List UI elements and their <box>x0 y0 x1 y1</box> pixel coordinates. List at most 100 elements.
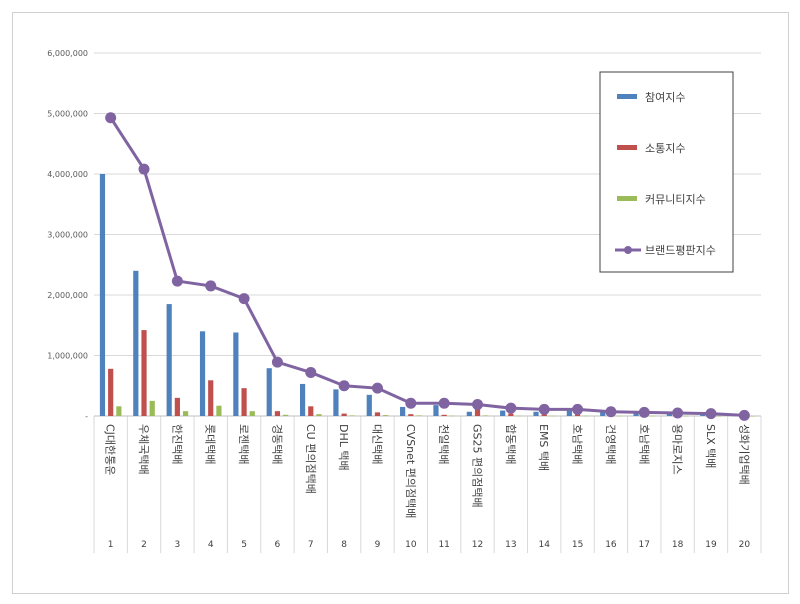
rank-label: 12 <box>472 540 483 550</box>
y-tick-label: 3,000,000 <box>47 231 88 240</box>
legend-box <box>599 71 734 273</box>
rank-label: 13 <box>505 540 516 550</box>
bar-3 <box>583 415 589 417</box>
bar-3 <box>216 405 222 416</box>
reputation-point <box>438 397 450 409</box>
bar-1 <box>266 368 272 416</box>
category-label: DHL 택배 <box>337 424 350 471</box>
bar-1 <box>466 411 472 416</box>
bar-3 <box>616 415 622 417</box>
bar-2 <box>441 414 447 416</box>
legend-label: 소통지수 <box>645 142 685 155</box>
bar-3 <box>116 406 122 416</box>
bar-2 <box>474 408 481 416</box>
reputation-point <box>572 403 584 415</box>
rank-label: 5 <box>241 540 247 550</box>
bar-3 <box>283 414 289 416</box>
reputation-point <box>638 406 650 418</box>
reputation-point <box>605 406 617 418</box>
legend-swatch <box>617 196 637 201</box>
bar-1 <box>333 389 339 416</box>
bar-3 <box>683 415 689 417</box>
reputation-point <box>405 397 417 409</box>
bar-3 <box>316 414 322 416</box>
bar-3 <box>483 415 489 416</box>
reputation-point <box>305 366 317 378</box>
bar-2 <box>308 406 314 416</box>
bar-2 <box>341 413 347 416</box>
bar-1 <box>199 331 206 416</box>
reputation-point <box>371 382 383 394</box>
legend-swatch <box>617 145 637 150</box>
rank-label: 15 <box>572 540 583 550</box>
bar-2 <box>541 414 547 416</box>
reputation-point <box>672 407 684 419</box>
category-label: 로젠택배 <box>237 424 250 464</box>
category-label: 대신택배 <box>370 424 383 464</box>
rank-label: 9 <box>375 540 381 550</box>
reputation-line <box>109 116 745 417</box>
reputation-point <box>171 275 183 287</box>
category-label: CU 편의점택배 <box>304 424 317 494</box>
bar-2 <box>274 411 281 416</box>
category-label: SLX 택배 <box>704 424 717 468</box>
bar-2 <box>374 412 381 416</box>
bar-3 <box>416 415 422 416</box>
category-label: 호남택배 <box>571 424 584 464</box>
rank-label: 7 <box>308 540 314 550</box>
bar-1 <box>166 304 172 416</box>
y-tick-label: 4,000,000 <box>47 170 88 179</box>
bar-3 <box>182 411 189 416</box>
reputation-point <box>271 356 283 368</box>
bar-3 <box>549 415 556 417</box>
rank-label: 19 <box>705 540 717 550</box>
category-label: 경동택배 <box>270 424 283 464</box>
bar-1 <box>299 383 306 416</box>
reputation-point <box>138 163 150 175</box>
category-label: 용마로지스 <box>671 424 684 475</box>
rank-label: 2 <box>141 540 147 550</box>
legend-swatch-marker <box>624 246 632 254</box>
bar-3 <box>349 415 355 416</box>
rank-label: 8 <box>341 540 347 550</box>
legend-swatch <box>617 94 637 99</box>
y-tick-label: 2,000,000 <box>47 291 88 300</box>
bar-2 <box>574 414 581 416</box>
category-label: 롯데택배 <box>204 424 217 464</box>
legend-label: 참여지수 <box>645 91 685 104</box>
bar-2 <box>141 330 147 416</box>
reputation-point <box>338 380 350 392</box>
category-label: 천일택배 <box>437 424 451 464</box>
bar-1 <box>99 174 106 416</box>
legend-label: 커뮤니티지수 <box>645 193 706 206</box>
category-label: 우체국택배 <box>137 424 150 475</box>
reputation-point <box>205 280 217 292</box>
category-label: GS25 편의점택배 <box>471 424 484 508</box>
bar-1 <box>400 406 406 416</box>
rank-label: 17 <box>639 540 650 550</box>
reputation-point <box>472 399 484 411</box>
category-label: 호남택배 <box>637 424 650 464</box>
bar-3 <box>149 400 155 416</box>
chart-frame: 6,000,000 5,000,000 4,000,000 3,000,000 2,00… <box>12 12 789 594</box>
bar-1 <box>566 410 572 416</box>
rank-label: 16 <box>605 540 617 550</box>
bar-2 <box>508 413 514 416</box>
reputation-point <box>105 112 117 124</box>
category-label: CJ대한통운 <box>104 424 117 475</box>
rank-label: 3 <box>175 540 181 550</box>
reputation-point <box>505 402 517 414</box>
category-label: 성화기업택배 <box>737 424 750 485</box>
legend-label: 브랜드평판지수 <box>645 244 716 257</box>
bar-3 <box>749 415 756 417</box>
bar-3 <box>449 415 455 417</box>
bar-1 <box>366 394 372 416</box>
bar-1 <box>600 412 606 416</box>
bar-3 <box>716 415 722 417</box>
brand-reputation-chart: 6,000,000 5,000,000 4,000,000 3,000,000 2,00… <box>47 49 762 553</box>
rank-label: 6 <box>275 540 281 550</box>
bar-1 <box>433 405 439 416</box>
bar-2 <box>208 380 214 416</box>
rank-label: 1 <box>108 540 114 550</box>
bar-3 <box>649 415 656 417</box>
